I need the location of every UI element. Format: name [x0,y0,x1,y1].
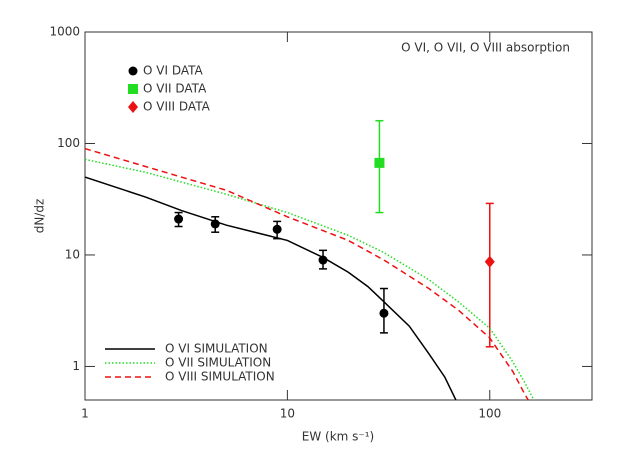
y-axis-label: dN/dz [33,199,47,234]
marker [379,308,389,318]
legend-label: O VII SIMULATION [165,356,271,370]
legend-label: O VII DATA [143,82,207,96]
y-tick-label: 100 [57,136,80,150]
y-tick-label: 1000 [49,25,80,39]
x-tick-label: 1 [81,407,89,421]
y-tick-label: 10 [65,247,80,261]
annotation: O VI, O VII, O VIII absorption [401,41,570,55]
x-axis-label: EW (km s⁻¹) [302,430,374,444]
legend-marker [128,101,138,113]
plot-frame [84,31,593,401]
legend-label: O VI SIMULATION [165,342,268,356]
marker [174,214,184,224]
legend-marker [128,84,138,94]
marker [318,255,328,265]
x-tick-label: 100 [478,407,501,421]
marker [272,224,282,234]
legend-label: O VIII DATA [143,100,211,114]
x-tick-label: 10 [280,407,295,421]
legend-label: O VIII SIMULATION [165,370,275,384]
y-tick-label: 1 [72,359,80,373]
line [85,147,529,400]
plot-area [85,119,535,400]
legend-marker [128,66,138,76]
line [85,176,457,400]
marker [374,157,385,168]
legend-label: O VI DATA [143,64,204,78]
line [85,158,535,400]
marker [484,255,495,268]
